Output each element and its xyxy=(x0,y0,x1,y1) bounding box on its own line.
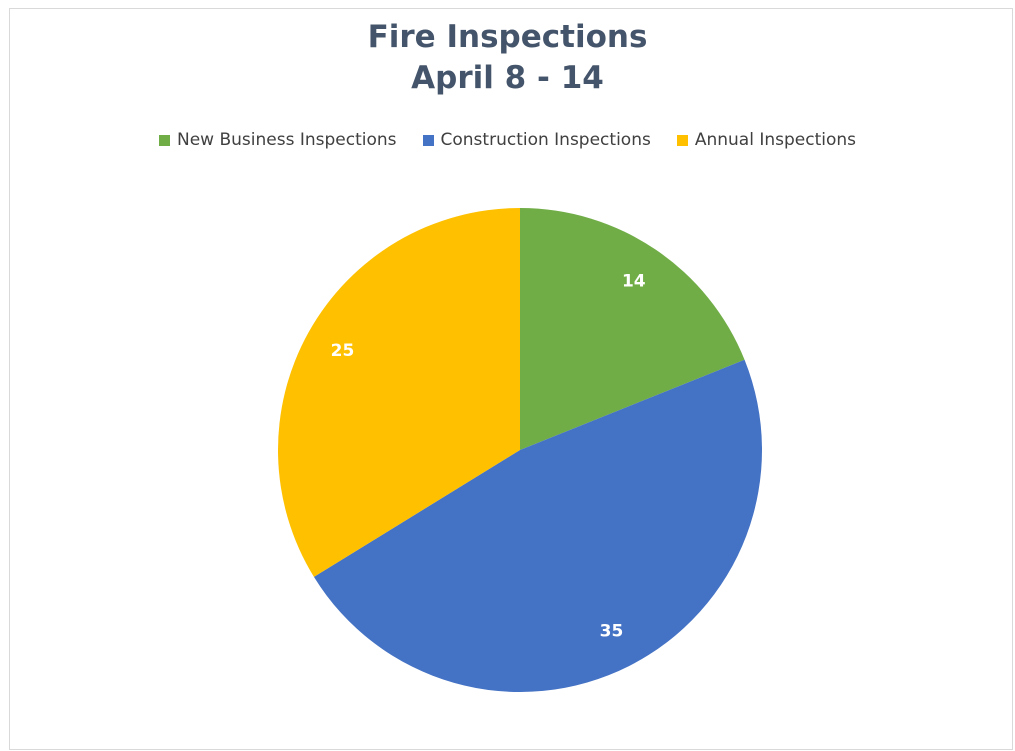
chart-title: Fire Inspections April 8 - 14 xyxy=(0,17,1015,99)
legend-item-construction: Construction Inspections xyxy=(422,130,651,150)
legend-item-annual: Annual Inspections xyxy=(676,130,856,150)
chart-subtitle: April 8 - 14 xyxy=(411,60,604,96)
data-label-new-business: 14 xyxy=(622,272,646,292)
data-label-annual: 25 xyxy=(331,341,355,361)
legend-label-new-business: New Business Inspections xyxy=(177,130,397,150)
chart-legend: New Business Inspections Construction In… xyxy=(0,130,1015,150)
pie-slice-new-business xyxy=(520,208,745,450)
pie-slice-construction xyxy=(313,359,762,692)
legend-label-construction: Construction Inspections xyxy=(440,130,651,150)
legend-swatch-annual xyxy=(676,134,688,146)
legend-swatch-new-business xyxy=(159,134,170,146)
pie-slice-annual xyxy=(278,208,520,577)
legend-label-annual: Annual Inspections xyxy=(694,130,856,150)
legend-swatch-construction xyxy=(422,134,434,146)
pie-slices xyxy=(278,208,762,692)
pie-data-labels: 14 35 25 xyxy=(331,272,646,642)
chart-title-main: Fire Inspections xyxy=(367,19,648,55)
data-label-construction: 35 xyxy=(600,622,624,642)
legend-item-new-business: New Business Inspections xyxy=(159,130,397,150)
